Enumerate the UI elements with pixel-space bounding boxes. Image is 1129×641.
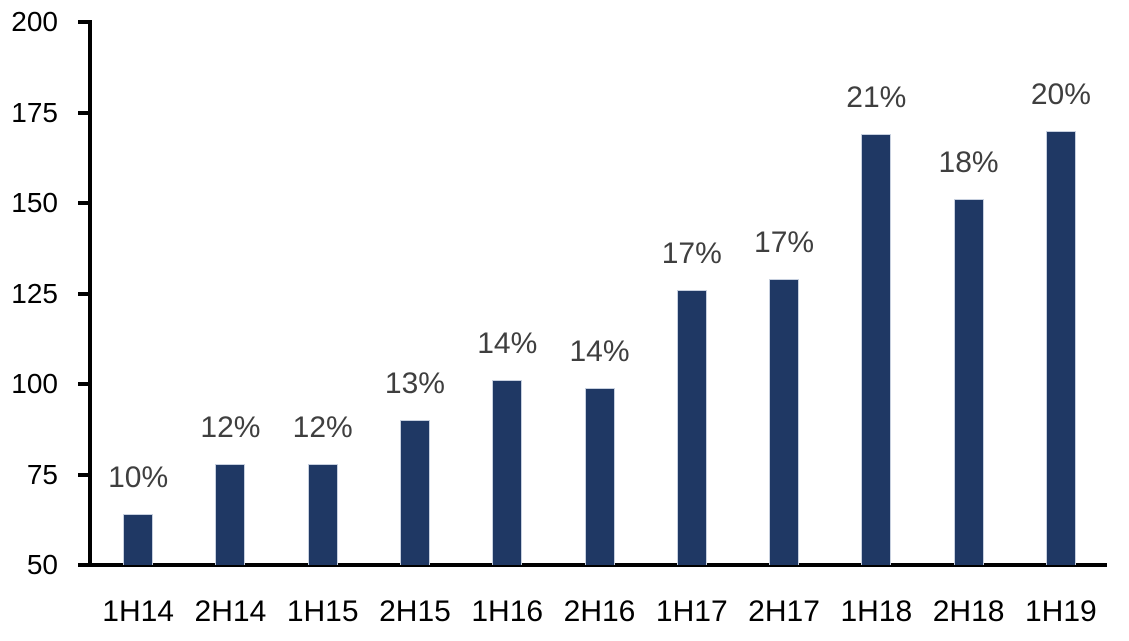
y-axis-tick-mark: [78, 110, 88, 115]
x-axis-line: [88, 563, 1107, 567]
x-axis-category-label: 2H18: [932, 595, 1005, 628]
bar: [399, 420, 430, 565]
x-axis-category-label: 1H18: [840, 595, 913, 628]
y-axis-tick-label: 75: [26, 458, 58, 490]
bar: [676, 289, 707, 565]
bar: [215, 463, 246, 565]
y-axis-tick-label: 100: [11, 368, 58, 399]
x-axis-category-label: 1H17: [655, 595, 728, 628]
y-axis-tick-mark: [78, 291, 88, 296]
bar-value-label: 17%: [661, 236, 722, 270]
x-axis-category-label: 2H17: [748, 595, 820, 628]
y-axis-tick-mark: [78, 563, 88, 567]
y-axis-line: [88, 20, 92, 567]
x-axis-category-label: 1H16: [471, 595, 544, 628]
bar: [307, 463, 338, 565]
bar-value-label: 12%: [292, 410, 353, 444]
y-axis-tick-mark: [78, 472, 88, 477]
bar-value-label: 18%: [938, 146, 999, 180]
bar: [861, 134, 892, 565]
bar: [953, 199, 984, 565]
y-axis-tick-label: 150: [11, 187, 58, 218]
bar-value-label: 13%: [384, 367, 445, 401]
y-axis-tick-label: 200: [11, 6, 58, 37]
bar: [123, 514, 154, 565]
bar: [769, 279, 800, 565]
y-axis-tick-mark: [78, 201, 88, 205]
bar-value-label: 10%: [108, 461, 169, 495]
bar: [584, 387, 615, 565]
y-axis-tick-mark: [78, 382, 88, 386]
bar-value-label: 14%: [569, 334, 630, 368]
bar-value-label: 14%: [477, 327, 538, 361]
bar-value-label: 20%: [1030, 77, 1091, 111]
y-axis-tick-label: 125: [11, 277, 58, 309]
bar: [492, 380, 523, 565]
x-axis-category-label: 2H15: [379, 595, 451, 628]
y-axis-tick-label: 50: [26, 549, 58, 580]
bar-value-label: 21%: [846, 81, 907, 115]
x-axis-category-label: 1H19: [1025, 595, 1097, 628]
y-axis-tick-mark: [78, 20, 88, 24]
bar-value-label: 12%: [200, 410, 261, 444]
x-axis-category-label: 1H14: [102, 595, 174, 628]
x-axis-category-label: 2H14: [194, 595, 267, 628]
bar: [1045, 130, 1076, 565]
x-axis-category-label: 1H15: [286, 595, 359, 628]
y-axis-tick-label: 175: [11, 96, 58, 128]
bar-value-label: 17%: [754, 226, 815, 260]
x-axis-category-label: 2H16: [563, 595, 636, 628]
